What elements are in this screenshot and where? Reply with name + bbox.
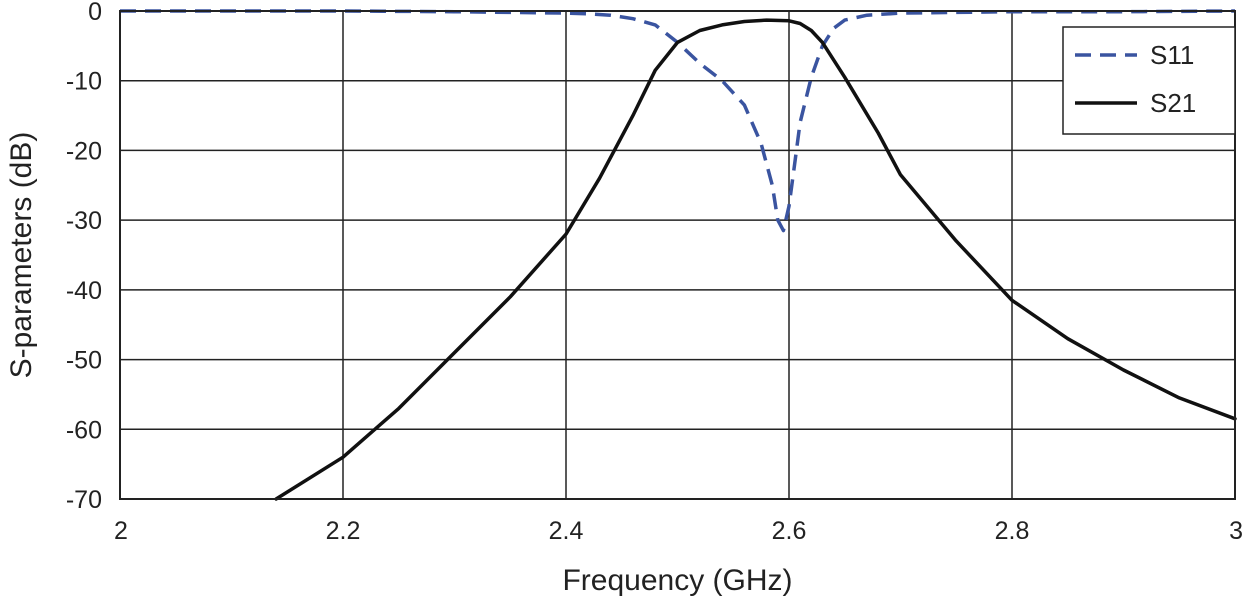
y-tick-labels: 0 -10 -20 -30 -40 -50 -60 -70 xyxy=(66,0,102,514)
legend-label-s11: S11 xyxy=(1150,40,1194,70)
x-tick-label: 2.2 xyxy=(326,517,361,545)
x-tick-label: 3 xyxy=(1229,517,1243,545)
legend-label-s21: S21 xyxy=(1150,88,1196,118)
series-line-s11 xyxy=(120,9,1236,233)
y-tick-label: 0 xyxy=(88,0,102,26)
x-tick-label: 2.6 xyxy=(772,517,807,545)
y-tick-label: -20 xyxy=(66,137,102,165)
y-tick-label: -10 xyxy=(66,68,102,96)
y-tick-label: -60 xyxy=(66,416,102,444)
x-axis-label: Frequency (GHz) xyxy=(562,564,792,597)
x-tick-label: 2 xyxy=(114,517,128,545)
y-tick-label: -30 xyxy=(66,207,102,235)
x-tick-labels: 2 2.2 2.4 2.6 2.8 3 xyxy=(114,517,1243,545)
x-tick-label: 2.4 xyxy=(549,517,584,545)
series-line-s21 xyxy=(274,18,1237,501)
y-tick-label: -70 xyxy=(66,486,102,514)
y-tick-label: -40 xyxy=(66,277,102,305)
legend: S11 S21 xyxy=(1062,26,1236,135)
y-tick-label: -50 xyxy=(66,347,102,375)
plot-frame xyxy=(119,10,1236,500)
x-tick-label: 2.8 xyxy=(995,517,1030,545)
legend-box xyxy=(1062,26,1236,135)
plot-lines xyxy=(120,9,1237,501)
y-axis-label: S-parameters (dB) xyxy=(5,132,38,379)
